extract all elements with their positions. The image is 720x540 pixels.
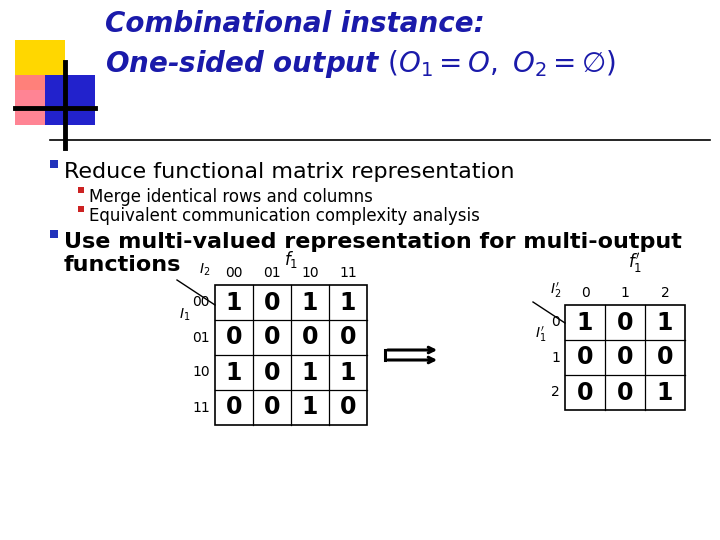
Text: 1: 1 bbox=[657, 310, 673, 334]
Text: 10: 10 bbox=[192, 366, 210, 380]
Text: 11: 11 bbox=[192, 401, 210, 415]
Text: 10: 10 bbox=[301, 266, 319, 280]
Text: 1: 1 bbox=[340, 361, 356, 384]
Bar bbox=[78, 187, 84, 193]
Text: $I_1'$: $I_1'$ bbox=[535, 325, 546, 344]
Text: 0: 0 bbox=[552, 315, 560, 329]
Text: One-sided output $(O_1 = O,\ O_2 = \varnothing)$: One-sided output $(O_1 = O,\ O_2 = \varn… bbox=[105, 48, 616, 80]
Text: Merge identical rows and columns: Merge identical rows and columns bbox=[89, 188, 373, 206]
Text: 2: 2 bbox=[552, 386, 560, 400]
Text: $I_2$: $I_2$ bbox=[199, 261, 210, 278]
Text: 0: 0 bbox=[264, 361, 280, 384]
Text: 0: 0 bbox=[580, 286, 590, 300]
Text: 0: 0 bbox=[264, 395, 280, 420]
Text: 00: 00 bbox=[225, 266, 243, 280]
Text: functions: functions bbox=[64, 255, 181, 275]
Text: 1: 1 bbox=[577, 310, 593, 334]
Text: 0: 0 bbox=[340, 326, 356, 349]
Bar bbox=[50, 230, 58, 238]
Text: 1: 1 bbox=[621, 286, 629, 300]
Text: 00: 00 bbox=[192, 295, 210, 309]
Bar bbox=[15, 75, 65, 125]
Text: 2: 2 bbox=[661, 286, 670, 300]
Text: $I_2'$: $I_2'$ bbox=[549, 281, 561, 300]
Text: 0: 0 bbox=[617, 310, 634, 334]
Text: Combinational instance:: Combinational instance: bbox=[105, 10, 485, 38]
Bar bbox=[78, 206, 84, 212]
Text: 1: 1 bbox=[551, 350, 560, 365]
Bar bbox=[50, 160, 58, 168]
Text: 1: 1 bbox=[302, 395, 318, 420]
Text: Equivalent communication complexity analysis: Equivalent communication complexity anal… bbox=[89, 207, 480, 225]
Text: 1: 1 bbox=[657, 381, 673, 404]
Bar bbox=[15, 40, 65, 90]
Bar bbox=[45, 75, 95, 125]
Text: 0: 0 bbox=[302, 326, 318, 349]
Text: 1: 1 bbox=[302, 361, 318, 384]
Text: 0: 0 bbox=[577, 381, 593, 404]
Text: 0: 0 bbox=[264, 291, 280, 314]
Text: 01: 01 bbox=[192, 330, 210, 345]
Bar bbox=[215, 285, 367, 425]
Text: 0: 0 bbox=[617, 381, 634, 404]
Bar bbox=[565, 305, 685, 410]
Text: 01: 01 bbox=[264, 266, 281, 280]
Text: 0: 0 bbox=[657, 346, 673, 369]
Text: $f_1$: $f_1$ bbox=[284, 249, 298, 270]
Text: 0: 0 bbox=[226, 326, 242, 349]
Text: Reduce functional matrix representation: Reduce functional matrix representation bbox=[64, 162, 515, 182]
Text: 1: 1 bbox=[340, 291, 356, 314]
Text: 11: 11 bbox=[339, 266, 357, 280]
Text: 1: 1 bbox=[226, 361, 242, 384]
Text: 1: 1 bbox=[226, 291, 242, 314]
Text: $f_1'$: $f_1'$ bbox=[628, 251, 642, 275]
Text: Use multi-valued representation for multi-output: Use multi-valued representation for mult… bbox=[64, 232, 682, 252]
Text: 0: 0 bbox=[617, 346, 634, 369]
Text: 0: 0 bbox=[577, 346, 593, 369]
Text: $I_1$: $I_1$ bbox=[179, 307, 190, 323]
Text: 1: 1 bbox=[302, 291, 318, 314]
Text: 0: 0 bbox=[264, 326, 280, 349]
Text: 0: 0 bbox=[226, 395, 242, 420]
Text: 0: 0 bbox=[340, 395, 356, 420]
